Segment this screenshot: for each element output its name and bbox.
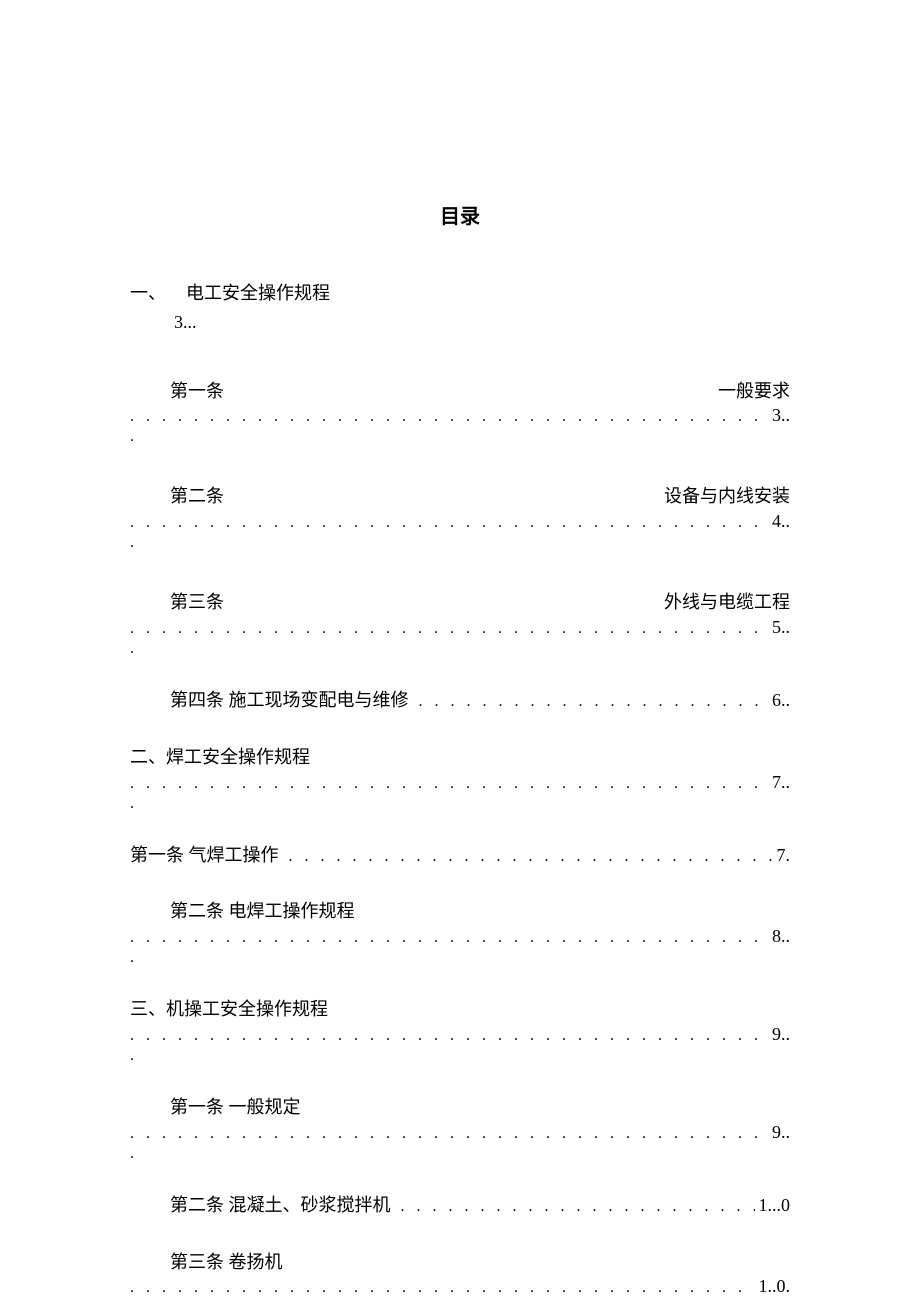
entry-label: 第二条 混凝土、砂浆搅拌机	[170, 1191, 401, 1220]
dots-fill: . . . . . . . . . . . . . . . . . . . . …	[130, 408, 768, 426]
entry-page: 3..	[768, 405, 790, 426]
trailing-dot: .	[130, 1145, 790, 1163]
dots-fill: . . . . . . . . . . . . . . . . . . . . …	[130, 929, 768, 947]
entry-page: 1..0.	[755, 1276, 791, 1297]
trailing-dot: .	[130, 640, 790, 658]
entry-page: 1...0	[755, 1191, 791, 1220]
entry-page: 4..	[768, 511, 790, 532]
toc-entry: 第三条 卷扬机 . . . . . . . . . . . . . . . . .…	[130, 1248, 790, 1298]
toc-entry: 三、机操工安全操作规程. . . . . . . . . . . . . . .…	[130, 995, 790, 1065]
trailing-dot: .	[130, 534, 790, 552]
entry-line: 第三条 卷扬机	[130, 1248, 790, 1277]
dots-fill: . . . . . . . . . . . . . . . . . . . . …	[130, 620, 768, 638]
dots-fill: . . . . . . . . . . . . . . . . . . . . …	[401, 1194, 755, 1220]
entry-line: 第二条 电焊工操作规程	[130, 897, 790, 926]
trailing-dot: .	[130, 949, 790, 967]
toc-entry: 第一条一般要求. . . . . . . . . . . . . . . . .…	[130, 377, 790, 447]
entry-label: 三、机操工安全操作规程	[130, 995, 328, 1024]
entry-desc: 一般要求	[718, 377, 790, 406]
toc-entry: 二、焊工安全操作规程. . . . . . . . . . . . . . . …	[130, 743, 790, 813]
trailing-dot: .	[130, 428, 790, 446]
dots-fill: . . . . . . . . . . . . . . . . . . . . …	[130, 1125, 768, 1143]
entry-leader: . . . . . . . . . . . . . . . . . . . . …	[130, 405, 790, 426]
toc-entry: 第一条 一般规定. . . . . . . . . . . . . . . . …	[130, 1093, 790, 1163]
entry-number: 一、	[130, 283, 186, 303]
entry-line: 一、电工安全操作规程	[130, 279, 790, 308]
entry-label: 第二条	[170, 482, 224, 511]
entry-page: 5..	[768, 617, 790, 638]
entry-line: 二、焊工安全操作规程	[130, 743, 790, 772]
entry-page: 9..	[768, 1024, 790, 1045]
entry-line: 三、机操工安全操作规程	[130, 995, 790, 1024]
entry-title: 电工安全操作规程	[186, 283, 330, 303]
entry-page: 6..	[768, 686, 790, 715]
entry-page: 7.	[773, 841, 791, 870]
dots-fill: . . . . . . . . . . . . . . . . . . . . …	[130, 514, 768, 532]
entry-page: 7..	[768, 772, 790, 793]
toc-entry: 第四条 施工现场变配电与维修. . . . . . . . . . . . . …	[130, 686, 790, 715]
entry-label: 二、焊工安全操作规程	[130, 743, 310, 772]
entry-line: 第一条 气焊工操作. . . . . . . . . . . . . . . .…	[130, 841, 790, 870]
entry-line: 第二条 设备与内线安装	[130, 482, 790, 511]
entry-label: 第二条 电焊工操作规程	[170, 897, 355, 926]
entry-label: 第三条 卷扬机	[170, 1248, 283, 1277]
entry-leader: . . . . . . . . . . . . . . . . . . . . …	[130, 1024, 790, 1045]
toc-entry: 第三条外线与电缆工程. . . . . . . . . . . . . . . …	[130, 588, 790, 658]
trailing-dot: .	[130, 795, 790, 813]
entry-desc: 设备与内线安装	[664, 482, 790, 511]
dots-fill: . . . . . . . . . . . . . . . . . . . . …	[130, 775, 768, 793]
entry-desc: 外线与电缆工程	[664, 588, 790, 617]
toc-entry: 第一条 气焊工操作. . . . . . . . . . . . . . . .…	[130, 841, 790, 870]
entry-label: 第一条 气焊工操作	[130, 841, 289, 870]
dots-fill: . . . . . . . . . . . . . . . . . . . . …	[130, 1279, 755, 1297]
trailing-dot: .	[130, 1047, 790, 1065]
entry-leader: . . . . . . . . . . . . . . . . . . . . …	[130, 772, 790, 793]
dots-fill: . . . . . . . . . . . . . . . . . . . . …	[419, 689, 769, 715]
entry-label: 第一条 一般规定	[170, 1093, 301, 1122]
toc-title: 目录	[130, 200, 790, 229]
entry-line: 第四条 施工现场变配电与维修. . . . . . . . . . . . . …	[130, 686, 790, 715]
toc-entry: 第二条 混凝土、砂浆搅拌机. . . . . . . . . . . . . .…	[130, 1191, 790, 1220]
toc-entry: 第二条 电焊工操作规程. . . . . . . . . . . . . . .…	[130, 897, 790, 967]
entry-leader: . . . . . . . . . . . . . . . . . . . . …	[130, 617, 790, 638]
entry-page: 3...	[130, 308, 790, 337]
entry-leader: . . . . . . . . . . . . . . . . . . . . …	[130, 1122, 790, 1143]
entry-label: 第三条	[170, 588, 224, 617]
toc-container: 一、电工安全操作规程3...第一条一般要求. . . . . . . . . .…	[130, 279, 790, 1297]
dots-fill: . . . . . . . . . . . . . . . . . . . . …	[289, 844, 773, 870]
toc-entry: 第二条设备与内线安装. . . . . . . . . . . . . . . …	[130, 482, 790, 552]
toc-entry: 一、电工安全操作规程3...	[130, 279, 790, 337]
entry-leader: . . . . . . . . . . . . . . . . . . . . …	[130, 926, 790, 947]
entry-label: 第一条	[170, 377, 224, 406]
entry-leader: . . . . . . . . . . . . . . . . . . . . …	[130, 511, 790, 532]
entry-label: 第四条 施工现场变配电与维修	[170, 686, 419, 715]
entry-leader: . . . . . . . . . . . . . . . . . . . . …	[130, 1276, 790, 1297]
entry-line: 第三条 外线与电缆工程	[130, 588, 790, 617]
entry-line: 第一条 一般规定	[130, 1093, 790, 1122]
entry-page: 8..	[768, 926, 790, 947]
entry-line: 第二条 混凝土、砂浆搅拌机. . . . . . . . . . . . . .…	[130, 1191, 790, 1220]
entry-page: 9..	[768, 1122, 790, 1143]
entry-line: 第一条 一般要求	[130, 377, 790, 406]
dots-fill: . . . . . . . . . . . . . . . . . . . . …	[130, 1027, 768, 1045]
